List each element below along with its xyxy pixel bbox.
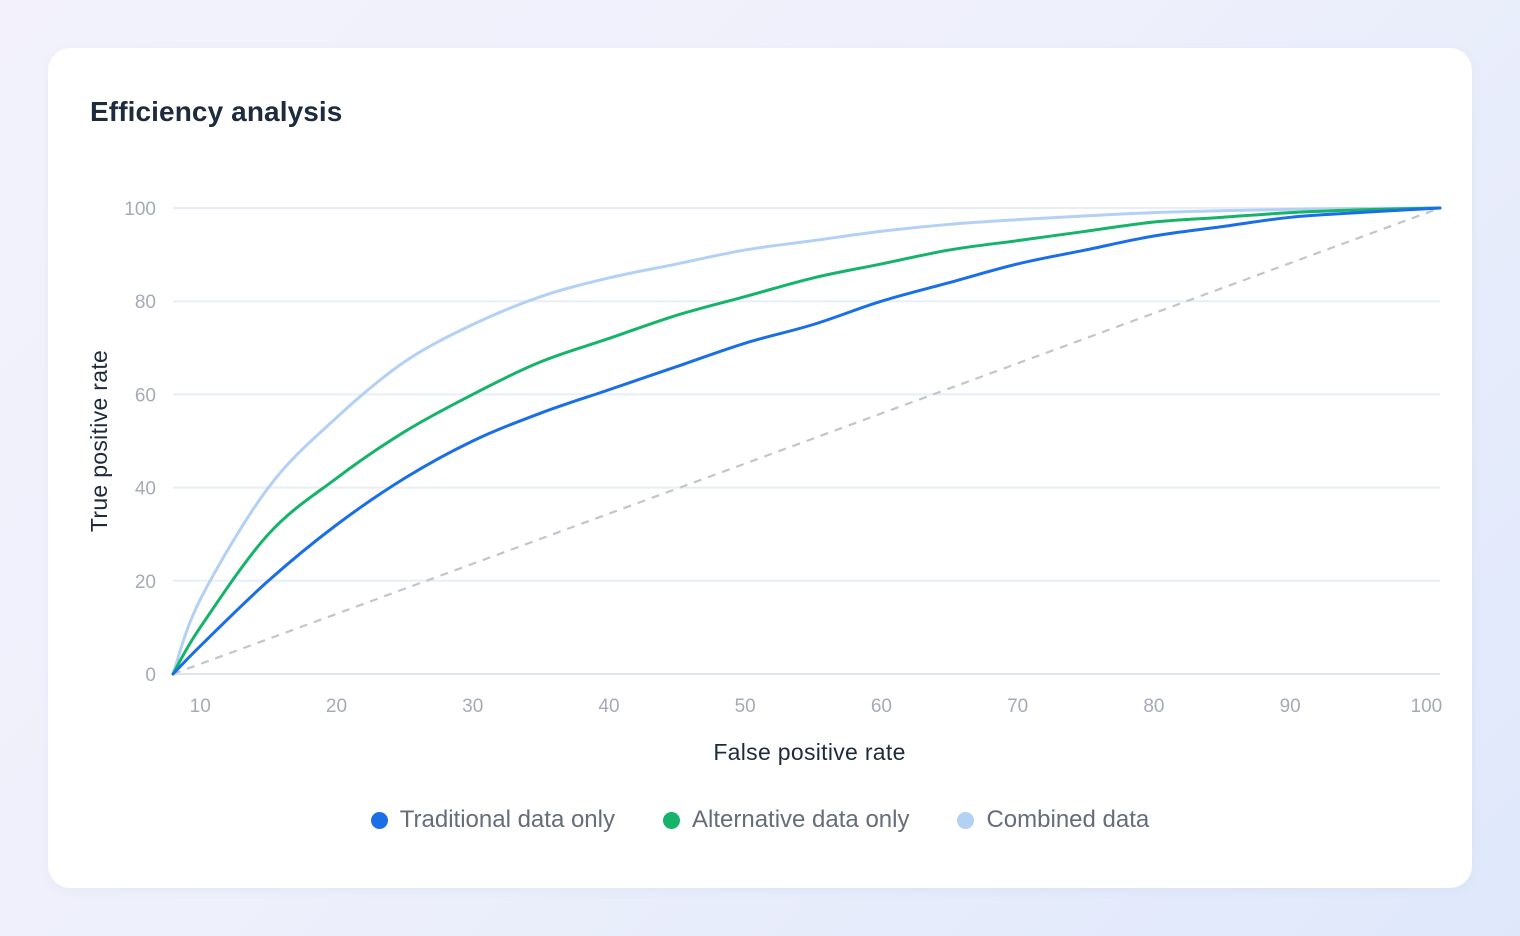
y-tick-label-40: 40 (135, 479, 156, 500)
legend-item-traditional-data-only: Traditional data only (370, 806, 615, 834)
y-tick-label-60: 60 (135, 385, 156, 406)
x-tick-label-90: 90 (1280, 696, 1301, 717)
x-tick-label-10: 10 (190, 696, 211, 717)
series-lines (171, 206, 1442, 676)
series-line-combined-data (171, 206, 1442, 676)
y-tick-label-0: 0 (145, 665, 156, 686)
chart-title: Efficiency analysis (90, 96, 343, 127)
legend-item-alternative-data-only: Alternative data only (663, 806, 909, 834)
x-tick-label-60: 60 (871, 696, 892, 717)
series-line-alternative-data-only (171, 206, 1442, 676)
y-axis-ticks: 0 20 40 60 80 100 (124, 199, 156, 686)
reference-diagonal (172, 206, 1441, 676)
x-axis-title: False positive rate (713, 739, 905, 765)
y-tick-label-100: 100 (124, 199, 156, 220)
legend-label-alternative-data-only: Alternative data only (692, 806, 910, 833)
y-tick-label-80: 80 (135, 292, 156, 313)
reference-line (172, 206, 1441, 676)
y-axis-title: True positive rate (86, 350, 112, 532)
x-axis-ticks: 10 20 30 40 50 60 70 80 90 100 (190, 696, 1443, 717)
gridlines (173, 207, 1440, 675)
legend-dot-combined-data (957, 811, 975, 829)
x-tick-label-30: 30 (462, 696, 483, 717)
legend-label-traditional-data-only: Traditional data only (399, 806, 615, 833)
x-tick-label-20: 20 (326, 696, 347, 717)
series-line-traditional-data-only (171, 206, 1442, 676)
legend-dot-alternative-data-only (663, 811, 680, 829)
legend-label-combined-data: Combined data (986, 806, 1150, 833)
x-tick-label-100: 100 (1411, 696, 1443, 717)
legend-dot-traditional-data-only (370, 811, 388, 829)
x-tick-label-70: 70 (1007, 696, 1028, 717)
x-tick-label-50: 50 (735, 696, 756, 717)
x-tick-label-40: 40 (598, 696, 619, 717)
y-tick-label-20: 20 (135, 572, 156, 593)
legend-item-combined-data: Combined data (957, 806, 1149, 834)
chart-legend: Traditional data only Alternative data on… (0, 806, 1520, 834)
x-tick-label-80: 80 (1143, 696, 1164, 717)
